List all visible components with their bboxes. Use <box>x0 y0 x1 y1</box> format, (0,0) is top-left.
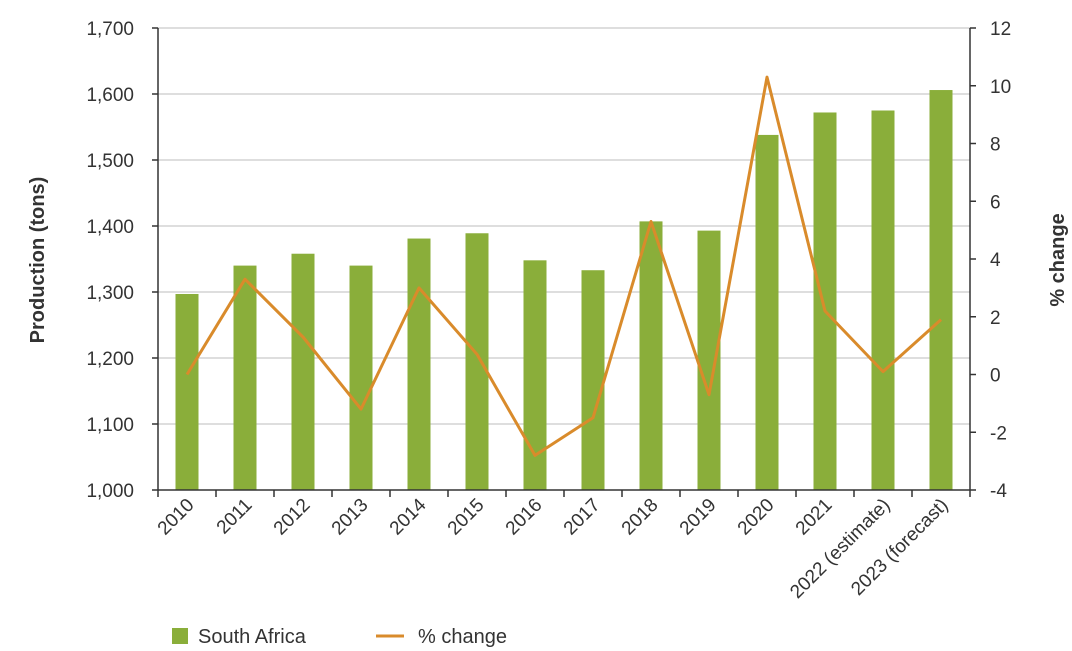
bars <box>175 90 953 491</box>
x-tick-label: 2013 <box>328 495 373 540</box>
bar <box>697 230 721 490</box>
legend-label-bar: South Africa <box>198 626 307 648</box>
left-tick-label: 1,100 <box>86 415 134 436</box>
change-line-path <box>185 75 943 457</box>
bar <box>813 112 837 490</box>
x-tick-label: 2016 <box>502 495 547 540</box>
right-tick-label: 8 <box>990 135 1001 156</box>
x-tick-label: 2015 <box>444 495 489 540</box>
x-tick-label: 2022 (estimate) <box>786 495 894 603</box>
left-tick-label: 1,300 <box>86 283 134 304</box>
x-tick-label: 2012 <box>270 495 315 540</box>
change-line <box>185 75 943 457</box>
bar <box>407 238 431 490</box>
bar <box>871 110 895 490</box>
bar <box>465 233 489 490</box>
x-tick-label: 2017 <box>560 495 605 540</box>
legend-swatch-bar <box>172 628 188 644</box>
x-tick-label: 2010 <box>154 495 199 540</box>
axes <box>157 28 971 497</box>
bar <box>349 265 373 490</box>
left-tick-label: 1,000 <box>86 481 134 502</box>
legend: South Africa % change <box>172 626 507 648</box>
legend-label-line: % change <box>418 626 507 648</box>
right-tick-label: 6 <box>990 192 1001 213</box>
bar <box>639 221 663 490</box>
left-tick-label: 1,200 <box>86 349 134 370</box>
left-tick-label: 1,700 <box>86 19 134 40</box>
right-tick-label: 0 <box>990 366 1001 387</box>
left-tick-label: 1,500 <box>86 151 134 172</box>
right-tick-label: -4 <box>990 481 1007 502</box>
x-tick-label: 2021 <box>792 495 837 540</box>
gridlines <box>158 27 970 425</box>
bar <box>581 270 605 490</box>
x-tick-label: 2020 <box>734 495 779 540</box>
left-axis-title: Production (tons) <box>27 177 49 344</box>
right-tick-label: 2 <box>990 308 1001 329</box>
right-tick-label: 10 <box>990 77 1011 98</box>
left-tick-labels: 1,000 1,100 1,200 1,300 1,400 1,500 1,600 1,700 <box>86 19 158 502</box>
bar <box>291 253 315 490</box>
bar <box>755 134 779 491</box>
right-axis-title: % change <box>1047 213 1069 306</box>
left-tick-label: 1,600 <box>86 85 134 106</box>
x-tick-labels: 2010 2011 2012 2013 2014 2015 2016 2017 2018 2019… <box>154 494 953 602</box>
bar <box>175 293 199 490</box>
bar <box>233 265 257 490</box>
left-tick-label: 1,400 <box>86 217 134 238</box>
x-tick-label: 2014 <box>386 494 431 539</box>
right-tick-label: -2 <box>990 423 1007 444</box>
right-tick-labels: -4 -2 0 2 4 6 8 10 12 <box>970 19 1011 502</box>
x-tick-label: 2018 <box>618 495 663 540</box>
right-tick-label: 4 <box>990 250 1001 271</box>
x-tick-label: 2011 <box>213 495 257 539</box>
right-tick-label: 12 <box>990 19 1011 40</box>
bar <box>523 260 547 490</box>
x-tick-label: 2019 <box>676 495 721 540</box>
bar <box>929 90 953 490</box>
